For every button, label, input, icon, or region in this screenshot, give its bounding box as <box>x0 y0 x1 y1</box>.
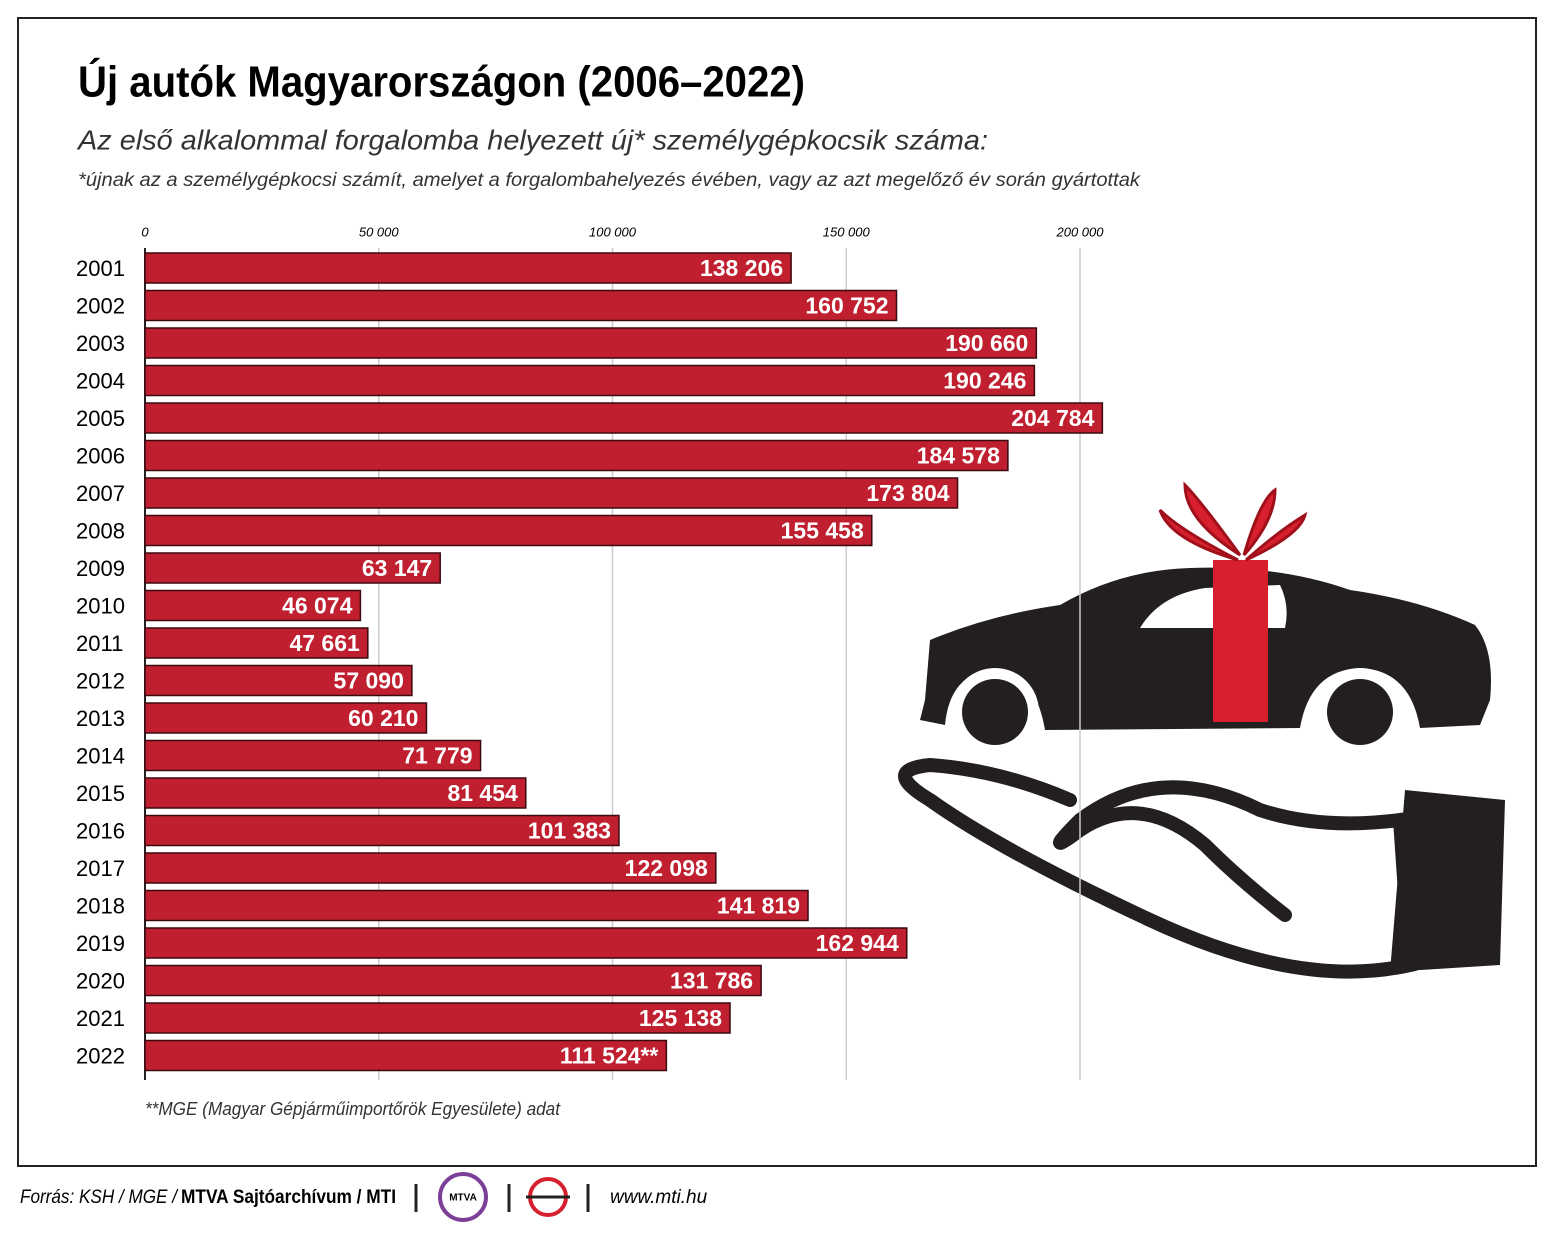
source-bold: MTVA Sajtóarchívum / MTI <box>181 1187 396 1208</box>
value-label: 122 098 <box>625 855 708 881</box>
value-label: 101 383 <box>528 818 611 844</box>
bar <box>144 514 873 547</box>
value-label: 131 786 <box>670 968 753 994</box>
y-tick-label: 2011 <box>76 631 123 656</box>
x-tick-label: 50 000 <box>359 224 400 239</box>
y-tick-label: 2014 <box>76 743 125 768</box>
y-tick-label: 2009 <box>76 556 125 581</box>
y-tick-label: 2017 <box>76 856 125 881</box>
bar <box>144 252 792 284</box>
bar <box>144 852 717 884</box>
value-label: 190 660 <box>945 330 1028 356</box>
y-tick-label: 2022 <box>76 1043 125 1068</box>
y-tick-label: 2016 <box>76 818 125 843</box>
y-tick-label: 2013 <box>76 706 125 731</box>
y-tick-label: 2005 <box>76 406 125 431</box>
y-tick-label: 2002 <box>76 293 125 318</box>
bar <box>144 889 809 922</box>
x-tick-label: 0 <box>141 224 149 239</box>
value-label: 141 819 <box>717 893 800 919</box>
value-label: 155 458 <box>781 518 864 544</box>
logo <box>438 1172 488 1222</box>
bar <box>144 327 1038 359</box>
value-label: 160 752 <box>805 293 888 319</box>
value-label: 184 578 <box>917 443 1000 469</box>
bar <box>144 777 527 809</box>
value-label: 47 661 <box>289 630 360 656</box>
bar <box>144 664 413 697</box>
value-label: 111 524** <box>560 1043 659 1069</box>
illustration <box>898 481 1505 979</box>
bar <box>144 364 1036 397</box>
bar <box>144 739 482 772</box>
y-tick-label: 2012 <box>76 668 125 693</box>
y-tick-label: 2004 <box>76 368 125 393</box>
x-tick-label: 100 000 <box>589 224 637 239</box>
x-tick-label: 150 000 <box>823 224 871 239</box>
bar <box>144 439 1009 472</box>
bar <box>144 702 428 734</box>
value-label: 81 454 <box>447 780 518 806</box>
bar <box>144 289 898 322</box>
y-tick-label: 2020 <box>76 968 125 993</box>
y-tick-label: 2019 <box>76 931 125 956</box>
value-label: 204 784 <box>1011 405 1094 431</box>
bar <box>144 552 441 584</box>
value-label: 125 138 <box>639 1005 722 1031</box>
bar <box>144 927 908 959</box>
value-label: 190 246 <box>943 368 1026 394</box>
bar <box>144 589 362 622</box>
value-label: 71 779 <box>402 743 472 769</box>
bar <box>144 627 369 659</box>
bar <box>144 1039 668 1072</box>
y-tick-label: 2007 <box>76 481 125 506</box>
source: Forrás: KSH / MGE / <box>20 1187 179 1208</box>
value-label: 63 147 <box>362 555 432 581</box>
value-label: 60 210 <box>348 705 418 731</box>
y-tick-label: 2003 <box>76 331 125 356</box>
chart-title: Új autók Magyarországon (2006–2022) <box>78 57 805 107</box>
footnote: *újnak az a személygépkocsi számít, amel… <box>78 170 1142 191</box>
footer: Forrás: KSH / MGE / MTVA Sajtóarchívum /… <box>20 1172 708 1222</box>
value-label: 57 090 <box>334 668 404 694</box>
note: **MGE (Magyar Gépjárműimportőrök Egyesül… <box>145 1099 561 1119</box>
y-tick-label: 2015 <box>76 781 125 806</box>
value-label: 138 206 <box>700 255 783 281</box>
subtitle: Az első alkalommal forgalomba helyezett … <box>76 124 988 155</box>
x-tick-label: 200 000 <box>1056 224 1105 239</box>
bar <box>144 1002 731 1034</box>
y-tick-label: 2018 <box>76 893 125 918</box>
y-tick-label: 2001 <box>76 256 125 281</box>
y-tick-label: 2006 <box>76 443 125 468</box>
y-tick-label: 2021 <box>76 1006 125 1031</box>
y-tick-label: 2010 <box>76 593 125 618</box>
bar <box>144 402 1104 434</box>
website: www.mti.hu <box>610 1187 708 1208</box>
y-tick-label: 2008 <box>76 518 125 543</box>
bar <box>144 814 620 847</box>
value-label: 162 944 <box>816 930 899 956</box>
bar <box>144 477 959 509</box>
value-label: 46 074 <box>282 593 353 619</box>
logo-text: MTVA <box>449 1193 477 1204</box>
value-label: 173 804 <box>866 480 949 506</box>
bar <box>144 964 762 997</box>
